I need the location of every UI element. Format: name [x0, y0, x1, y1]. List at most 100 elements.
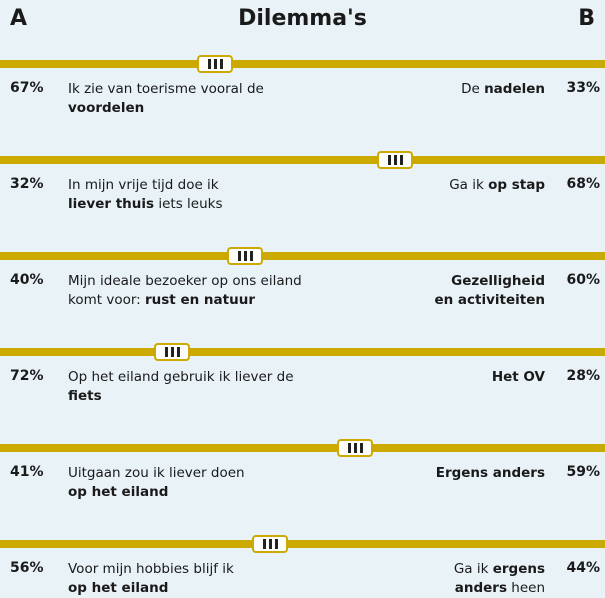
text-line: Ergens anders: [436, 464, 545, 483]
b-percent: 33%: [566, 80, 600, 96]
b-percent: 44%: [566, 560, 600, 576]
a-percent: 41%: [10, 464, 44, 480]
text-line: Ga ik op stap: [449, 176, 545, 195]
text-segment: fiets: [68, 388, 102, 404]
knob-grip: [176, 347, 180, 357]
text-line: op het eiland: [68, 483, 245, 502]
text-line: fiets: [68, 387, 294, 406]
text-segment: De: [461, 81, 485, 97]
knob-grip: [359, 443, 363, 453]
text-line: Ik zie van toerisme vooral de: [68, 80, 264, 99]
a-text: Voor mijn hobbies blijf ik op het eiland: [68, 560, 234, 598]
knob-grip: [399, 155, 403, 165]
b-percent: 28%: [566, 368, 600, 384]
slider-bar: [0, 252, 605, 260]
text-segment: iets leuks: [154, 196, 223, 212]
text-line: Gezelligheid: [434, 272, 545, 291]
text-line: anders heen: [454, 579, 545, 598]
a-text: In mijn vrije tijd doe ik liever thuis ie…: [68, 176, 223, 214]
text-line: komt voor: rust en natuur: [68, 291, 302, 310]
a-text: Op het eiland gebruik ik liever de fiets: [68, 368, 294, 406]
text-line: liever thuis iets leuks: [68, 195, 223, 214]
knob-grip: [393, 155, 397, 165]
b-percent: 59%: [566, 464, 600, 480]
text-segment: op stap: [488, 177, 545, 193]
text-line: In mijn vrije tijd doe ik: [68, 176, 223, 195]
b-percent: 60%: [566, 272, 600, 288]
text-line: Het OV: [492, 368, 545, 387]
a-text: Mijn ideale bezoeker op ons eiland komt v…: [68, 272, 302, 310]
a-percent: 40%: [10, 272, 44, 288]
slider-bar: [0, 156, 605, 164]
knob-grip: [268, 539, 272, 549]
text-segment: Ergens anders: [435, 465, 545, 481]
text-segment: rust en natuur: [145, 292, 255, 308]
b-text: Ga ik ergens anders heen: [454, 560, 545, 598]
a-percent: 56%: [10, 560, 44, 576]
slider-knob: [197, 55, 233, 73]
text-line: op het eiland: [68, 579, 234, 598]
knob-grip: [207, 59, 211, 69]
knob-grip: [170, 347, 174, 357]
knob-grip: [219, 59, 223, 69]
knob-grip: [262, 539, 266, 549]
slider-knob: [252, 535, 288, 553]
a-text: Uitgaan zou ik liever doen op het eiland: [68, 464, 245, 502]
b-text: Gezelligheid en activiteiten: [434, 272, 545, 310]
header-a: A: [10, 6, 28, 31]
text-line: Uitgaan zou ik liever doen: [68, 464, 245, 483]
text-segment: Ik zie van toerisme vooral de: [68, 81, 264, 97]
b-text: Ergens anders: [436, 464, 545, 483]
text-line: Mijn ideale bezoeker op ons eiland: [68, 272, 302, 291]
knob-grip: [243, 251, 247, 261]
knob-grip: [353, 443, 357, 453]
text-segment: op het eiland: [68, 484, 169, 500]
slider-knob: [227, 247, 263, 265]
text-segment: Mijn ideale bezoeker op ons eiland: [68, 273, 302, 289]
header-b: B: [578, 6, 595, 31]
knob-grip: [249, 251, 253, 261]
slider-bar: [0, 540, 605, 548]
text-segment: Op het eiland gebruik ik liever de: [68, 369, 294, 385]
knob-grip: [274, 539, 278, 549]
a-percent: 67%: [10, 80, 44, 96]
slider-bar: [0, 348, 605, 356]
text-segment: anders: [454, 580, 507, 596]
text-segment: Voor mijn hobbies blijf ik: [68, 561, 234, 577]
slider-knob: [337, 439, 373, 457]
slider-knob: [377, 151, 413, 169]
text-segment: op het eiland: [68, 580, 169, 596]
text-line: Voor mijn hobbies blijf ik: [68, 560, 234, 579]
text-line: en activiteiten: [434, 291, 545, 310]
knob-grip: [347, 443, 351, 453]
text-segment: nadelen: [484, 81, 545, 97]
text-line: voordelen: [68, 99, 264, 118]
b-text: De nadelen: [461, 80, 545, 99]
text-line: De nadelen: [461, 80, 545, 99]
text-segment: voordelen: [68, 100, 145, 116]
text-segment: komt voor:: [68, 292, 145, 308]
slider-bar: [0, 60, 605, 68]
text-segment: Gezelligheid: [451, 273, 545, 289]
knob-grip: [213, 59, 217, 69]
text-segment: ergens: [492, 561, 545, 577]
text-segment: Het OV: [491, 369, 545, 385]
text-segment: Ga ik: [453, 561, 493, 577]
text-segment: Uitgaan zou ik liever doen: [68, 465, 245, 481]
b-percent: 68%: [566, 176, 600, 192]
b-text: Ga ik op stap: [449, 176, 545, 195]
text-segment: heen: [506, 580, 545, 596]
text-segment: Ga ik: [449, 177, 489, 193]
a-percent: 72%: [10, 368, 44, 384]
a-percent: 32%: [10, 176, 44, 192]
a-text: Ik zie van toerisme vooral de voordelen: [68, 80, 264, 118]
slider-bar: [0, 444, 605, 452]
text-segment: liever thuis: [68, 196, 155, 212]
text-segment: en activiteiten: [434, 292, 545, 308]
knob-grip: [387, 155, 391, 165]
b-text: Het OV: [492, 368, 545, 387]
knob-grip: [237, 251, 241, 261]
slider-knob: [154, 343, 190, 361]
text-line: Ga ik ergens: [454, 560, 545, 579]
